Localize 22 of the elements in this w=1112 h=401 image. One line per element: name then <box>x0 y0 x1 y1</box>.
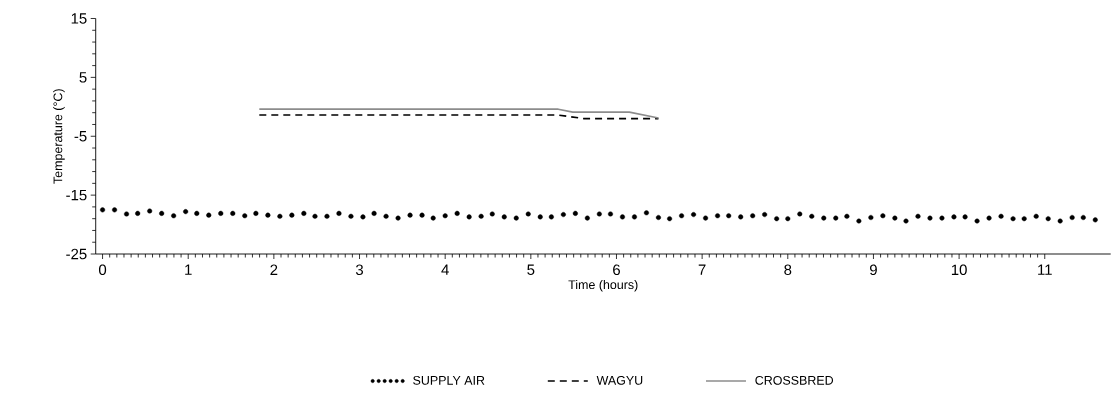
x-tick-label: 3 <box>355 264 364 276</box>
x-tick-label: 10 <box>951 264 967 276</box>
legend-label: WAGYU <box>596 375 643 385</box>
x-tick-label: 4 <box>441 264 449 275</box>
x-tick-label: 0 <box>98 264 107 276</box>
y-tick-label: 5 <box>79 72 87 83</box>
y-axis-title: Temperature (°C) <box>53 89 65 184</box>
x-tick-label: 6 <box>613 264 620 276</box>
y-tick-label: 15 <box>71 13 87 24</box>
x-tick-label: 9 <box>869 264 877 276</box>
x-tick-label: 2 <box>270 264 278 275</box>
y-tick-label: -15 <box>66 189 87 201</box>
x-tick-label: 5 <box>527 264 535 275</box>
legend-label: CROSSBRED <box>755 375 834 385</box>
y-tick-label: -5 <box>74 131 87 142</box>
x-axis-title: Time (hours) <box>568 279 638 292</box>
x-tick-label: 7 <box>698 264 706 275</box>
legend-label: SUPPLY AIR <box>413 375 485 385</box>
x-tick-label: 1 <box>185 264 192 275</box>
x-tick-label: 8 <box>784 264 792 276</box>
x-tick-label: 11 <box>1038 264 1052 275</box>
y-tick-label: -25 <box>66 248 87 260</box>
